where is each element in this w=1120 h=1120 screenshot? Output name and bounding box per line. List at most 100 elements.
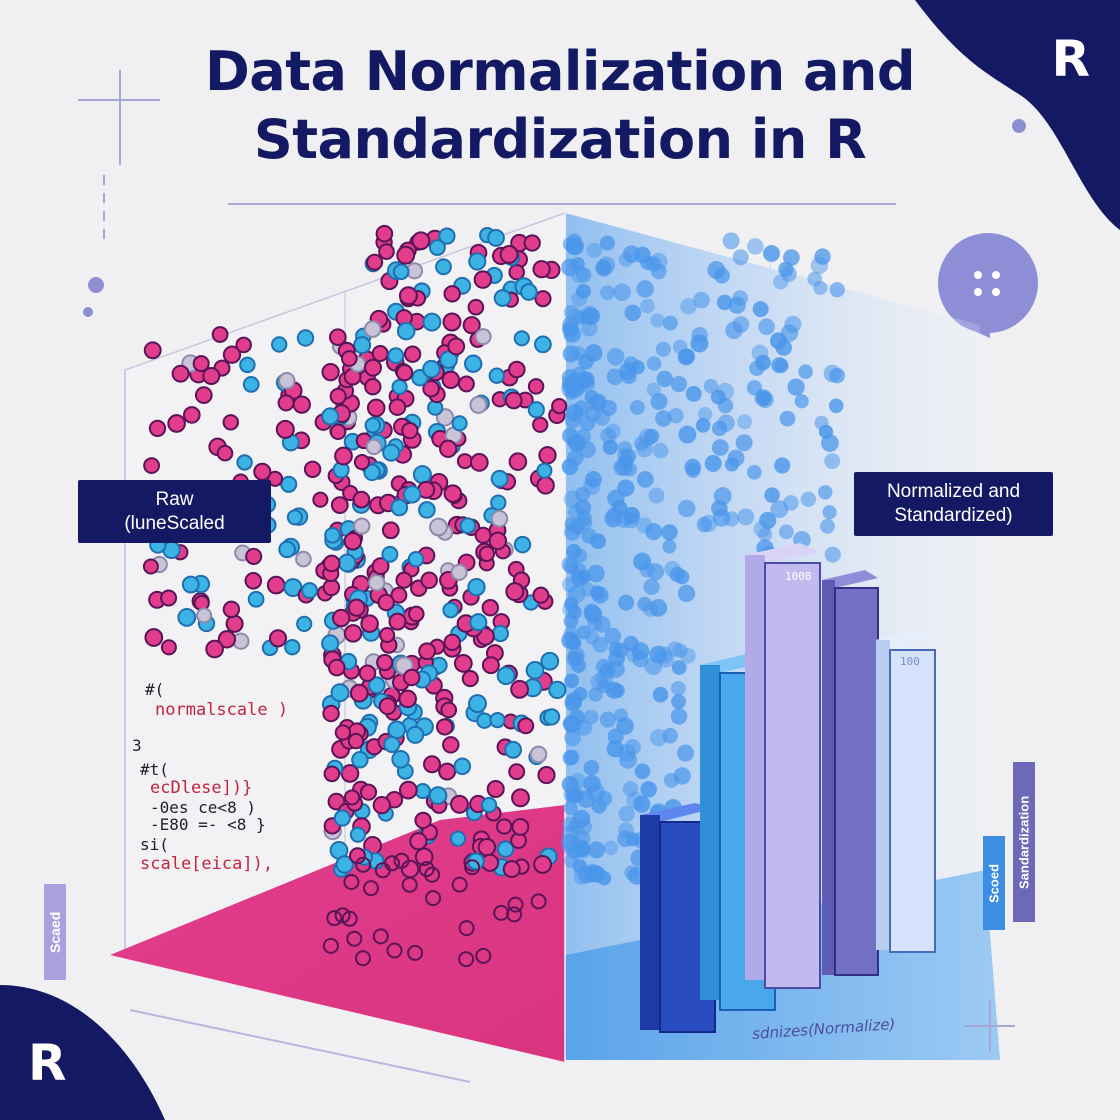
data-point bbox=[449, 830, 467, 847]
data-point bbox=[376, 653, 394, 672]
data-point bbox=[577, 790, 596, 809]
data-point bbox=[481, 656, 500, 675]
data-point bbox=[477, 837, 497, 857]
data-point bbox=[329, 423, 347, 441]
data-point bbox=[371, 557, 390, 575]
chat-dot bbox=[974, 288, 982, 296]
data-point bbox=[295, 550, 312, 568]
data-point bbox=[235, 336, 252, 354]
data-point bbox=[646, 563, 665, 581]
data-point bbox=[650, 313, 665, 328]
normalized-data-points bbox=[561, 232, 845, 886]
data-point bbox=[645, 523, 663, 541]
data-point bbox=[181, 575, 200, 594]
page-title: Data Normalization and Standardization i… bbox=[140, 38, 980, 174]
data-point bbox=[390, 498, 409, 517]
data-point bbox=[513, 330, 530, 347]
data-point bbox=[368, 574, 386, 592]
data-point bbox=[810, 256, 829, 275]
data-point bbox=[453, 654, 473, 673]
data-point bbox=[334, 724, 352, 741]
data-point bbox=[716, 382, 735, 401]
data-point bbox=[561, 556, 579, 573]
data-point bbox=[564, 694, 582, 712]
data-point bbox=[496, 840, 515, 858]
data-point bbox=[418, 642, 436, 661]
data-point bbox=[458, 920, 475, 937]
data-point bbox=[329, 387, 347, 405]
data-point bbox=[578, 440, 596, 459]
data-point bbox=[468, 252, 487, 271]
data-point bbox=[402, 485, 422, 504]
data-point bbox=[698, 407, 713, 422]
data-point bbox=[677, 584, 696, 603]
data-point bbox=[171, 364, 190, 383]
data-point bbox=[247, 590, 265, 608]
data-point bbox=[824, 546, 841, 563]
data-point bbox=[567, 449, 584, 467]
data-point bbox=[534, 290, 552, 308]
code-line: si( bbox=[140, 835, 169, 854]
data-point bbox=[222, 345, 242, 364]
data-point bbox=[585, 406, 602, 423]
data-point bbox=[727, 449, 745, 467]
data-point bbox=[366, 253, 384, 271]
data-point bbox=[570, 657, 586, 674]
data-point bbox=[576, 283, 591, 299]
data-point bbox=[661, 524, 678, 541]
data-point bbox=[577, 515, 593, 531]
data-point bbox=[467, 298, 485, 316]
data-point bbox=[523, 234, 541, 252]
data-point bbox=[645, 256, 662, 272]
data-point bbox=[372, 796, 391, 815]
data-point bbox=[363, 320, 382, 338]
data-point bbox=[349, 683, 369, 703]
data-point bbox=[359, 783, 378, 801]
data-point bbox=[755, 354, 771, 371]
data-point bbox=[382, 443, 401, 462]
data-point bbox=[355, 856, 372, 873]
data-point bbox=[540, 651, 560, 671]
data-point bbox=[530, 893, 547, 910]
data-point bbox=[529, 745, 548, 764]
bar-chart-3d bbox=[640, 543, 936, 1033]
data-point bbox=[330, 683, 350, 703]
data-point bbox=[499, 245, 519, 264]
data-point bbox=[657, 650, 675, 668]
data-point bbox=[693, 291, 710, 309]
data-point bbox=[606, 506, 623, 523]
data-point bbox=[469, 395, 488, 414]
data-point bbox=[703, 378, 719, 394]
data-point bbox=[828, 398, 844, 414]
data-point bbox=[655, 341, 671, 357]
data-point bbox=[511, 788, 530, 808]
data-point bbox=[323, 765, 341, 783]
data-point bbox=[225, 614, 244, 633]
data-point bbox=[603, 840, 619, 856]
data-point bbox=[580, 305, 598, 323]
data-point bbox=[820, 518, 835, 534]
data-point bbox=[752, 301, 769, 318]
data-point bbox=[160, 639, 177, 656]
data-point bbox=[783, 249, 800, 266]
data-point bbox=[713, 487, 732, 506]
data-point bbox=[732, 249, 749, 266]
data-point bbox=[388, 612, 407, 631]
data-point bbox=[326, 910, 343, 927]
data-point bbox=[617, 830, 634, 848]
data-point bbox=[567, 844, 583, 860]
data-point bbox=[583, 775, 601, 793]
data-point bbox=[422, 359, 441, 379]
data-point bbox=[268, 629, 288, 648]
data-point bbox=[619, 750, 637, 769]
data-point bbox=[343, 874, 360, 890]
data-point bbox=[674, 569, 690, 585]
data-point bbox=[671, 660, 687, 675]
data-point bbox=[728, 296, 746, 314]
data-point bbox=[504, 740, 523, 759]
data-point bbox=[456, 453, 473, 470]
data-point bbox=[746, 380, 763, 396]
data-point bbox=[488, 367, 505, 384]
data-point bbox=[387, 347, 405, 365]
